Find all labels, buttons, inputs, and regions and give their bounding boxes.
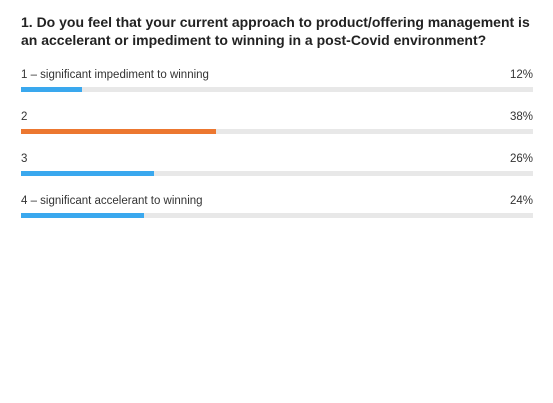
option-row: 2 38% — [21, 110, 533, 140]
option-percentage: 12% — [509, 69, 533, 81]
option-label: 1 – significant impediment to winning — [21, 69, 209, 81]
option-label: 4 – significant accelerant to winning — [21, 195, 203, 207]
bar-track — [21, 87, 533, 92]
option-label: 2 — [21, 111, 28, 123]
bar-track — [21, 129, 533, 134]
option-percentage: 26% — [509, 153, 533, 165]
question-title: 1. Do you feel that your current approac… — [21, 14, 530, 48]
option-percentage: 38% — [509, 111, 533, 123]
bar-fill — [21, 129, 216, 134]
option-percentage: 24% — [509, 195, 533, 207]
bar-fill — [21, 87, 82, 92]
option-label: 3 — [21, 153, 28, 165]
bar-fill — [21, 213, 144, 218]
option-row: 4 – significant accelerant to winning 24% — [21, 194, 533, 224]
bar-track — [21, 171, 533, 176]
bar-fill — [21, 171, 154, 176]
option-row: 1 – significant impediment to winning 12% — [21, 68, 533, 98]
option-row: 3 26% — [21, 152, 533, 182]
bar-track — [21, 213, 533, 218]
